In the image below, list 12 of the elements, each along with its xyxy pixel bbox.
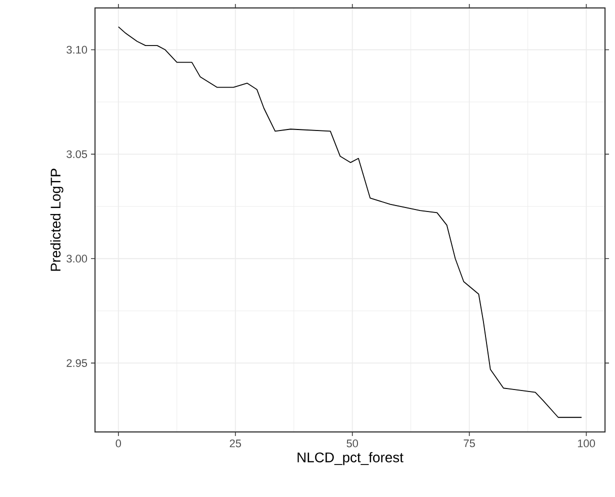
y-tick-label: 2.95 (66, 359, 88, 367)
x-axis-title: NLCD_pct_forest (298, 452, 404, 466)
y-tick-label: 3.00 (66, 254, 88, 263)
x-tick-label: 75 (464, 440, 475, 448)
y-tick-label: 3.05 (66, 150, 88, 158)
x-tick-label: 50 (346, 440, 358, 448)
x-tick-label: 0 (116, 440, 122, 448)
y-tick-label: 3.10 (66, 46, 88, 54)
line-series (118, 26, 582, 418)
x-tick-label: 25 (230, 440, 241, 448)
x-tick-label: 100 (578, 440, 595, 448)
y-axis-title: Predicted LogTP (50, 168, 64, 271)
